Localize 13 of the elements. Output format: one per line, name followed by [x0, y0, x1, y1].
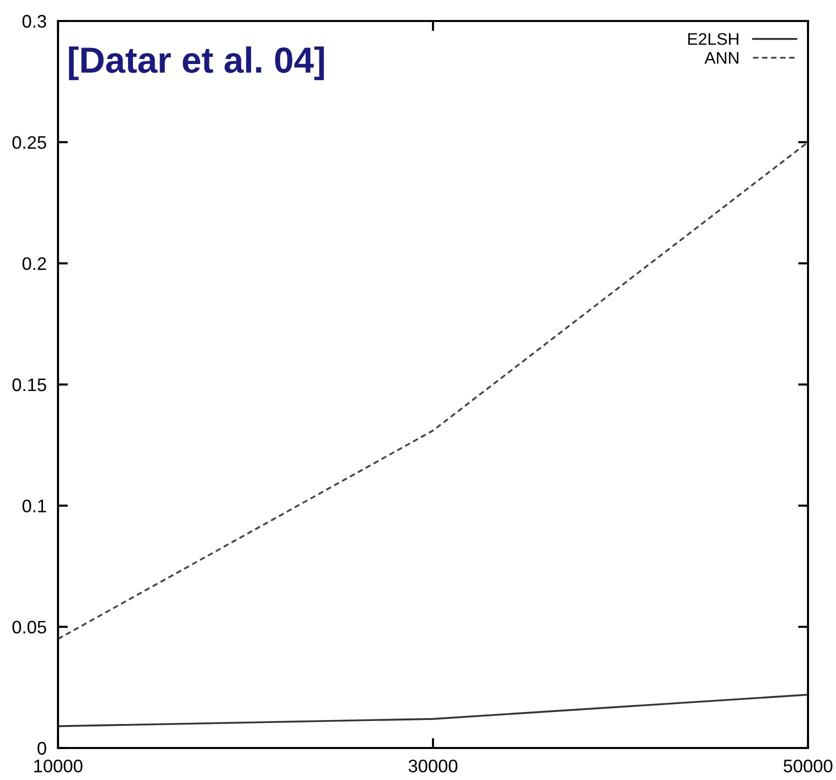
y-tick-label: 0.1 [22, 500, 46, 512]
y-tick-label: 0.25 [12, 136, 46, 149]
y-tick-label: 0 [38, 742, 46, 755]
y-tick-label: 0.05 [12, 620, 46, 634]
legend-label: E2LSH [688, 33, 738, 45]
y-tick-label: 0.3 [22, 14, 46, 28]
y-tick-label: 0.2 [22, 257, 46, 270]
y-tick-label: 0.15 [12, 378, 46, 392]
x-tick-label: 50000 [784, 760, 832, 772]
legend-label: ANN [704, 52, 738, 64]
annotation: [Datar et al. 04] [69, 46, 324, 80]
x-tick-label: 10000 [34, 760, 82, 772]
x-tick-label: 30000 [408, 760, 458, 772]
